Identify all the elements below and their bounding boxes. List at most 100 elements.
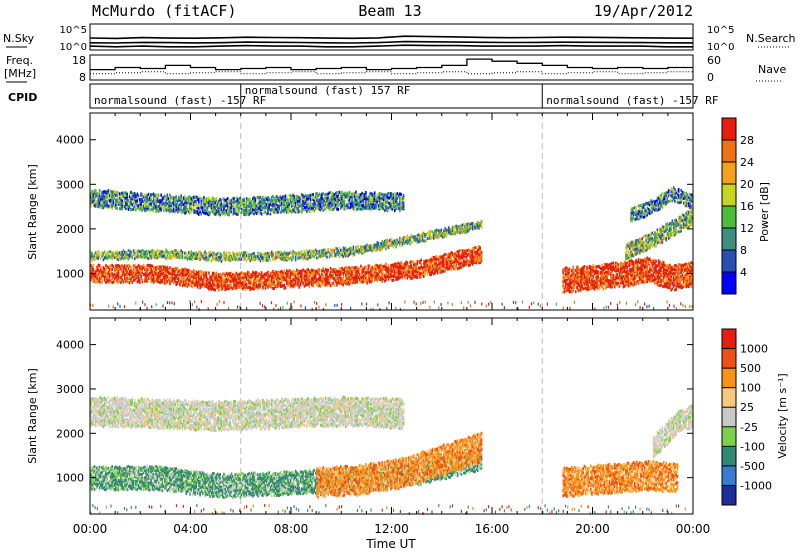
- range-cell: [348, 266, 351, 270]
- range-cell: [247, 208, 249, 212]
- range-cell: [366, 204, 368, 208]
- range-cell: [117, 276, 120, 280]
- range-cell: [439, 255, 441, 259]
- range-cell: [101, 270, 103, 274]
- range-cell: [361, 196, 363, 200]
- range-cell: [352, 276, 355, 280]
- range-cell: [283, 250, 286, 254]
- range-cell: [464, 263, 466, 267]
- n-sky-tick-top: 10^5: [60, 25, 87, 36]
- range-cell: [406, 240, 409, 244]
- range-cell: [229, 286, 231, 290]
- range-cell: [155, 253, 157, 257]
- range-cell: [169, 282, 171, 286]
- range-cell: [170, 275, 172, 279]
- range-cell: [328, 204, 331, 208]
- range-cell: [358, 273, 361, 277]
- range-cell: [110, 264, 112, 268]
- range-cell: [372, 202, 375, 206]
- range-cell: [115, 193, 117, 197]
- range-cell: [159, 249, 161, 253]
- range-cell: [451, 229, 454, 233]
- range-cell: [174, 266, 176, 270]
- range-cell: [353, 194, 356, 198]
- range-cell: [392, 193, 395, 197]
- range-cell: [277, 274, 279, 278]
- range-cell: [292, 210, 294, 214]
- range-cell: [244, 201, 247, 205]
- range-cell: [201, 278, 204, 282]
- range-cell: [326, 279, 328, 283]
- range-cell: [221, 209, 224, 213]
- range-cell: [134, 249, 136, 252]
- range-cell: [115, 206, 117, 210]
- range-cell: [230, 210, 233, 214]
- range-cell: [389, 272, 391, 276]
- range-cell: [234, 210, 237, 214]
- range-cell: [363, 245, 366, 249]
- range-cell: [365, 276, 367, 280]
- range-cell: [229, 257, 231, 261]
- range-cell: [333, 277, 336, 281]
- range-cell: [370, 248, 372, 252]
- range-cell: [223, 211, 225, 215]
- range-cell: [301, 196, 303, 200]
- range-cell: [478, 221, 480, 225]
- range-cell: [314, 272, 317, 276]
- range-cell: [234, 256, 237, 260]
- range-cell: [184, 199, 186, 203]
- range-cell: [382, 277, 385, 281]
- range-cell: [402, 238, 405, 242]
- range-cell: [164, 274, 166, 278]
- range-cell: [380, 199, 382, 203]
- range-cell: [406, 238, 409, 242]
- range-cell: [395, 269, 397, 273]
- range-cell: [159, 204, 161, 208]
- range-cell: [107, 198, 110, 202]
- range-cell: [257, 272, 259, 276]
- range-cell: [219, 276, 221, 280]
- range-cell: [126, 273, 128, 277]
- range-cell: [171, 276, 174, 280]
- range-cell: [194, 282, 196, 286]
- range-cell: [204, 200, 206, 204]
- range-cell: [396, 265, 399, 269]
- range-cell: [166, 280, 169, 284]
- range-cell: [102, 266, 105, 270]
- range-cell: [303, 269, 306, 273]
- range-cell: [312, 206, 314, 210]
- range-cell: [386, 266, 389, 270]
- range-cell: [297, 202, 299, 206]
- range-cell: [287, 274, 289, 278]
- range-cell: [263, 210, 265, 214]
- range-cell: [351, 195, 353, 199]
- range-cell: [205, 252, 208, 256]
- range-cell: [371, 249, 373, 253]
- range-cell: [228, 209, 230, 213]
- range-cell: [293, 195, 296, 199]
- range-cell: [429, 232, 431, 236]
- range-cell: [107, 272, 110, 276]
- range-cell: [229, 201, 231, 205]
- range-cell: [279, 253, 282, 257]
- range-cell: [435, 233, 438, 237]
- range-cell: [362, 245, 365, 249]
- range-cell: [183, 207, 185, 211]
- range-cell: [404, 266, 406, 270]
- range-cell: [587, 278, 590, 282]
- range-cell: [177, 204, 180, 208]
- range-cell: [435, 269, 438, 273]
- range-cell: [279, 198, 282, 202]
- range-cell: [183, 282, 185, 286]
- range-cell: [201, 198, 204, 202]
- range-cell: [277, 275, 279, 279]
- range-cell: [306, 249, 308, 253]
- range-cell: [319, 275, 322, 279]
- range-cell: [263, 209, 265, 213]
- range-cell: [422, 239, 425, 243]
- range-cell: [396, 200, 399, 204]
- range-cell: [262, 195, 264, 199]
- range-cell: [458, 252, 460, 256]
- range-cell: [385, 278, 387, 282]
